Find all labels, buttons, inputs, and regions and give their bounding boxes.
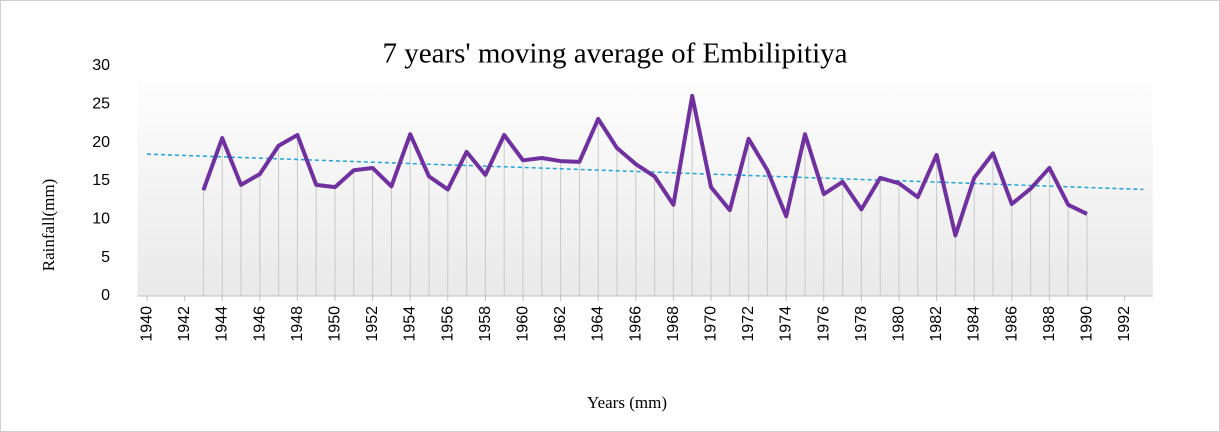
plot-area (137, 66, 1153, 296)
x-tick-label: 1986 (1003, 306, 1020, 342)
x-tick-label: 1956 (439, 306, 456, 342)
x-tick-label: 1950 (327, 306, 344, 342)
x-tick-label: 1960 (515, 306, 532, 342)
x-tick-label: 1982 (928, 306, 945, 342)
x-tick-label: 1990 (1079, 306, 1096, 342)
x-tick-label: 1954 (402, 306, 419, 342)
x-tick-label: 1968 (665, 306, 682, 342)
x-tick-label: 1970 (703, 306, 720, 342)
x-tick-label: 1942 (176, 306, 193, 342)
x-tick-label: 1976 (815, 306, 832, 342)
x-tick-label: 1944 (214, 306, 231, 342)
x-tick-label: 1952 (364, 306, 381, 342)
x-tick-label: 1948 (289, 306, 306, 342)
x-tick-label: 1958 (477, 306, 494, 342)
y-tick-label: 5 (101, 249, 110, 266)
x-tick-label: 1964 (590, 306, 607, 342)
y-tick-label: 10 (92, 211, 110, 228)
y-tick-label: 15 (92, 172, 110, 189)
data-line (201, 93, 1088, 238)
x-axis-label: Years (mm) (587, 393, 667, 412)
y-tick-label: 25 (92, 96, 110, 113)
x-tick-label: 1992 (1116, 306, 1133, 342)
x-tick-label: 1988 (1041, 306, 1058, 342)
x-tick-label: 1946 (251, 306, 268, 342)
x-tick-label: 1980 (891, 306, 908, 342)
x-tick-label: 1978 (853, 306, 870, 342)
y-tick-label: 20 (92, 134, 110, 151)
x-tick-label: 1972 (740, 306, 757, 342)
x-tick-label: 1962 (552, 306, 569, 342)
y-tick-label: 30 (92, 57, 110, 74)
chart-title: 7 years' moving average of Embilipitiya (382, 38, 847, 70)
x-tick-label: 1974 (778, 306, 795, 342)
x-tick-label: 1940 (139, 306, 156, 342)
y-tick-label: 0 (101, 287, 110, 304)
y-axis-label: Rainfall(mm) (39, 179, 58, 272)
x-tick-label: 1966 (627, 306, 644, 342)
x-tick-label: 1984 (966, 306, 983, 342)
